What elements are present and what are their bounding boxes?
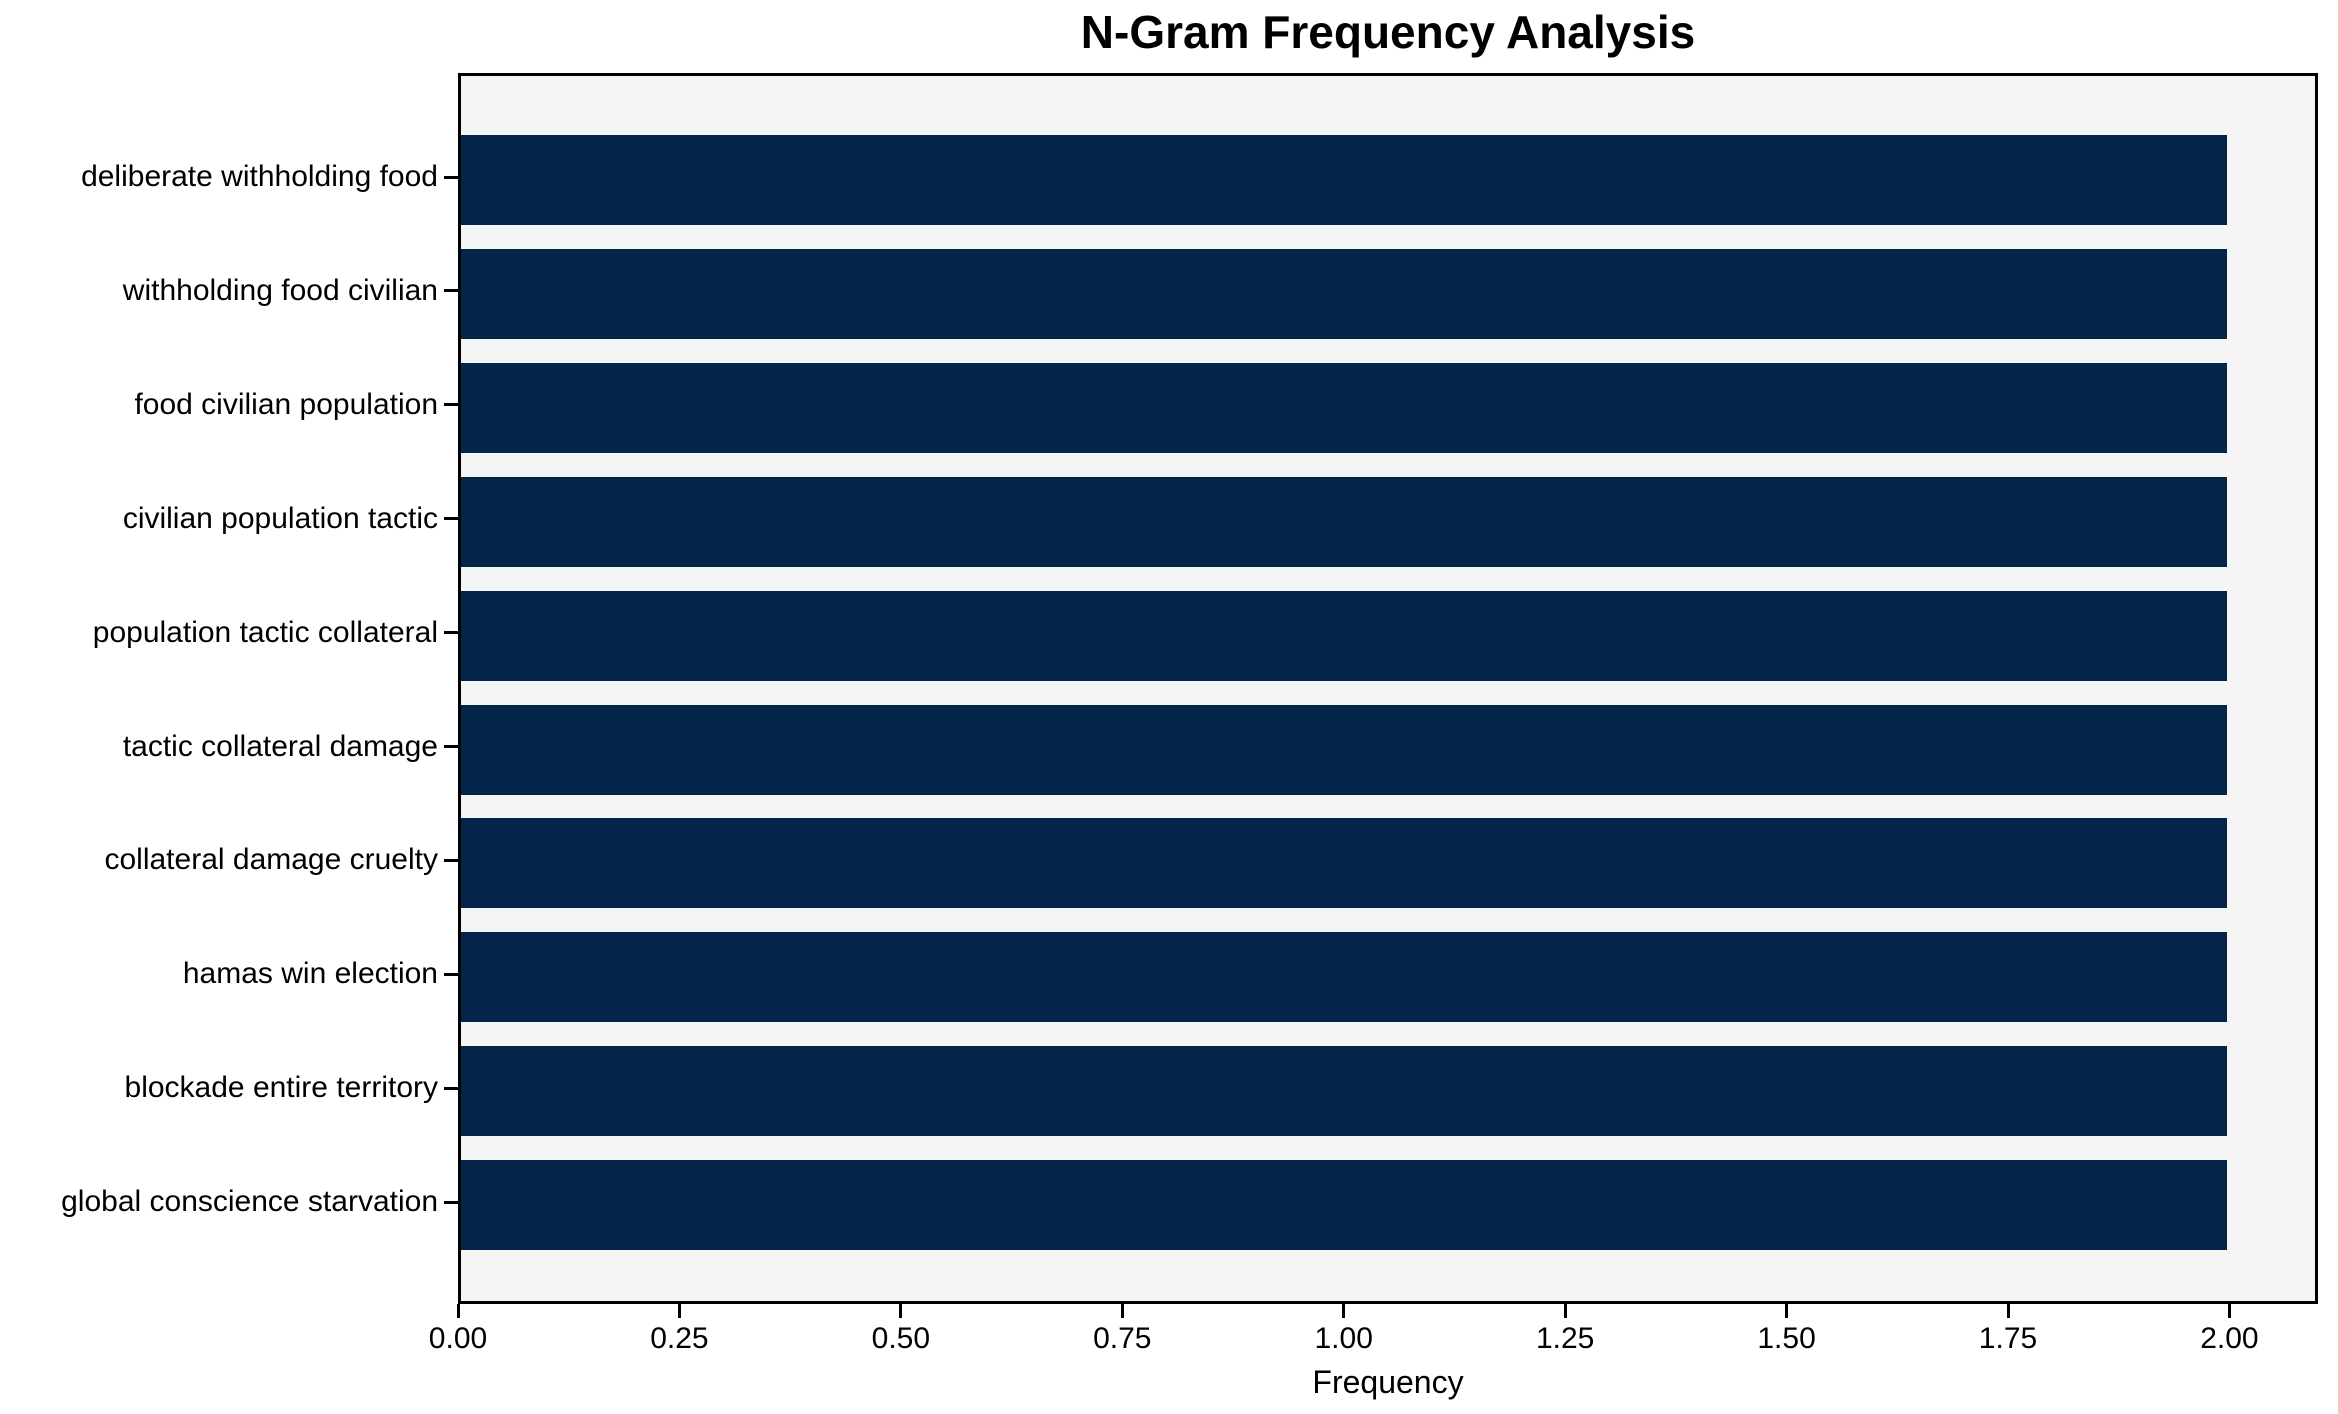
bar	[461, 135, 2227, 225]
y-axis-label: tactic collateral damage	[122, 729, 438, 763]
x-tick-label: 1.00	[1314, 1322, 1373, 1355]
y-tick-mark	[444, 972, 458, 976]
y-tick-mark	[444, 403, 458, 407]
bar	[461, 362, 2227, 453]
y-axis-label: hamas win election	[182, 957, 438, 991]
y-axis-label: withholding food civilian	[122, 273, 438, 307]
bar	[461, 476, 2227, 567]
x-tick-mark	[2006, 1304, 2010, 1318]
bar	[461, 1160, 2227, 1251]
y-tick-mark	[444, 858, 458, 862]
x-tick-label: 2.00	[2200, 1322, 2259, 1355]
bar	[461, 932, 2227, 1023]
y-tick-mark	[444, 745, 458, 748]
x-tick-mark	[456, 1304, 460, 1318]
x-tick-label: 0.50	[871, 1322, 931, 1355]
bar	[461, 590, 2227, 681]
bar	[461, 248, 2227, 339]
bar	[461, 1046, 2227, 1137]
x-tick-mark	[1785, 1304, 1789, 1318]
x-axis-title: Frequency	[1312, 1364, 1464, 1400]
y-tick-mark	[444, 1200, 458, 1204]
y-tick-mark	[444, 175, 458, 179]
plot-inner	[461, 76, 2315, 1301]
x-tick-label: 0.75	[1093, 1322, 1152, 1355]
x-tick-mark	[1120, 1304, 1124, 1318]
y-axis-label: collateral damage cruelty	[104, 843, 438, 877]
y-tick-mark	[444, 517, 458, 521]
x-tick-label: 1.75	[1978, 1322, 2038, 1355]
y-axis-label: global conscience starvation	[61, 1185, 438, 1219]
y-tick-mark	[444, 289, 458, 293]
plot-area	[458, 73, 2318, 1304]
y-axis-label: population tactic collateral	[92, 615, 438, 649]
bar	[461, 704, 2227, 795]
x-tick-mark	[1342, 1304, 1346, 1318]
y-axis-label: deliberate withholding food	[81, 160, 438, 193]
x-tick-label: 1.50	[1757, 1322, 1816, 1355]
y-axis-label: blockade entire territory	[124, 1071, 438, 1105]
x-tick-mark	[2227, 1304, 2231, 1318]
x-tick-mark	[677, 1304, 681, 1318]
x-tick-label: 0.00	[428, 1322, 488, 1355]
y-tick-mark	[444, 631, 458, 635]
x-tick-mark	[899, 1304, 903, 1318]
bar	[461, 818, 2227, 909]
x-tick-mark	[1563, 1304, 1567, 1318]
x-tick-label: 0.25	[650, 1322, 709, 1355]
y-axis-label: civilian population tactic	[122, 501, 438, 535]
y-tick-mark	[444, 1086, 458, 1090]
chart-title: N-Gram Frequency Analysis	[1080, 6, 1696, 58]
x-tick-label: 1.25	[1535, 1322, 1595, 1355]
y-axis-label: food civilian population	[134, 387, 438, 421]
